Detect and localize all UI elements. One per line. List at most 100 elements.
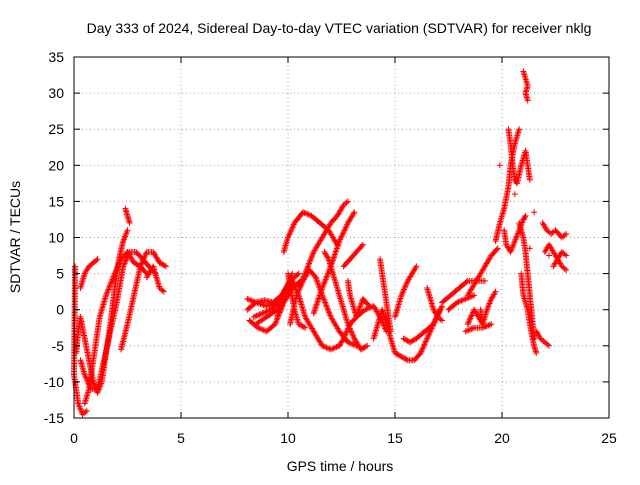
data-point bbox=[307, 257, 314, 264]
data-point bbox=[471, 292, 478, 299]
data-point bbox=[259, 326, 266, 333]
data-point bbox=[272, 319, 279, 326]
data-point bbox=[280, 298, 287, 305]
data-point bbox=[295, 321, 302, 328]
data-point bbox=[138, 260, 145, 267]
data-point bbox=[324, 345, 331, 352]
data-point bbox=[161, 262, 168, 269]
data-point bbox=[485, 322, 492, 329]
data-point bbox=[425, 332, 432, 339]
data-point bbox=[350, 334, 357, 341]
data-point bbox=[420, 342, 427, 349]
data-point bbox=[105, 286, 112, 293]
data-point bbox=[400, 335, 407, 342]
data-point bbox=[461, 296, 468, 303]
data-point bbox=[409, 337, 416, 344]
y-tick-label: 25 bbox=[48, 121, 64, 137]
data-point bbox=[107, 280, 114, 287]
data-point bbox=[468, 325, 475, 332]
x-tick-label: 20 bbox=[494, 430, 510, 446]
data-point bbox=[481, 277, 488, 284]
tick-labels: 0 5 10 15 20 25 -15 -10 -5 0 5 10 15 20 25 30 35 bbox=[44, 49, 617, 446]
data-point bbox=[394, 351, 401, 358]
data-point bbox=[296, 283, 303, 290]
data-point bbox=[387, 328, 394, 335]
data-point bbox=[306, 260, 313, 267]
data-point bbox=[312, 304, 319, 311]
data-point bbox=[326, 311, 333, 318]
data-point bbox=[469, 325, 476, 332]
data-point bbox=[313, 302, 320, 309]
data-point bbox=[301, 209, 308, 216]
data-point bbox=[244, 295, 251, 302]
data-point bbox=[247, 297, 254, 304]
data-point bbox=[561, 265, 568, 272]
data-point bbox=[563, 266, 570, 273]
data-point bbox=[303, 267, 310, 274]
data-point bbox=[531, 209, 538, 216]
data-point bbox=[302, 269, 309, 276]
data-point bbox=[307, 256, 314, 263]
data-point bbox=[275, 311, 282, 318]
data-point bbox=[106, 283, 113, 290]
data-point bbox=[546, 342, 553, 349]
data-point bbox=[290, 280, 297, 287]
data-point bbox=[298, 279, 305, 286]
data-point bbox=[314, 299, 321, 306]
data-point bbox=[456, 298, 463, 305]
data-point bbox=[302, 210, 309, 217]
data-point bbox=[282, 292, 289, 299]
data-point bbox=[112, 267, 119, 274]
data-point bbox=[253, 312, 260, 319]
data-point bbox=[399, 289, 406, 296]
data-point bbox=[426, 331, 433, 338]
data-point bbox=[316, 293, 323, 300]
data-point bbox=[488, 321, 495, 328]
data-point bbox=[263, 308, 270, 315]
data-point bbox=[524, 97, 531, 104]
data-point bbox=[330, 345, 337, 352]
data-point bbox=[399, 354, 406, 361]
data-point bbox=[332, 248, 339, 255]
data-point bbox=[308, 254, 315, 261]
data-point bbox=[496, 162, 503, 169]
data-point bbox=[318, 286, 325, 293]
x-axis-label: GPS time / hours bbox=[287, 458, 394, 474]
data-point bbox=[363, 306, 370, 313]
data-point bbox=[397, 352, 404, 359]
data-point bbox=[255, 324, 262, 331]
data-point bbox=[304, 263, 311, 270]
data-point bbox=[418, 348, 425, 355]
data-point bbox=[160, 261, 167, 268]
y-tick-label: 10 bbox=[48, 230, 64, 246]
data-point bbox=[297, 280, 304, 287]
data-point bbox=[298, 277, 305, 284]
data-point bbox=[277, 306, 284, 313]
data-point bbox=[250, 298, 257, 305]
data-point bbox=[324, 305, 331, 312]
data-point bbox=[334, 242, 341, 249]
data-point bbox=[310, 250, 317, 257]
data-point bbox=[276, 308, 283, 315]
data-point bbox=[110, 273, 117, 280]
data-point bbox=[526, 176, 533, 183]
data-point bbox=[563, 252, 570, 259]
data-point bbox=[419, 345, 426, 352]
data-point bbox=[305, 211, 312, 218]
data-point bbox=[276, 309, 283, 316]
data-point bbox=[323, 344, 330, 351]
data-point bbox=[274, 299, 281, 306]
data-point bbox=[516, 126, 523, 133]
data-point bbox=[272, 321, 279, 328]
y-tick-label: 35 bbox=[48, 49, 64, 65]
data-point bbox=[159, 287, 166, 294]
data-point bbox=[533, 350, 540, 357]
data-point bbox=[293, 292, 300, 299]
data-point bbox=[322, 276, 329, 283]
data-point bbox=[279, 300, 286, 307]
data-point bbox=[295, 285, 302, 292]
data-point bbox=[104, 287, 111, 294]
data-point bbox=[304, 211, 311, 218]
data-point bbox=[133, 261, 140, 268]
data-point bbox=[291, 282, 298, 289]
